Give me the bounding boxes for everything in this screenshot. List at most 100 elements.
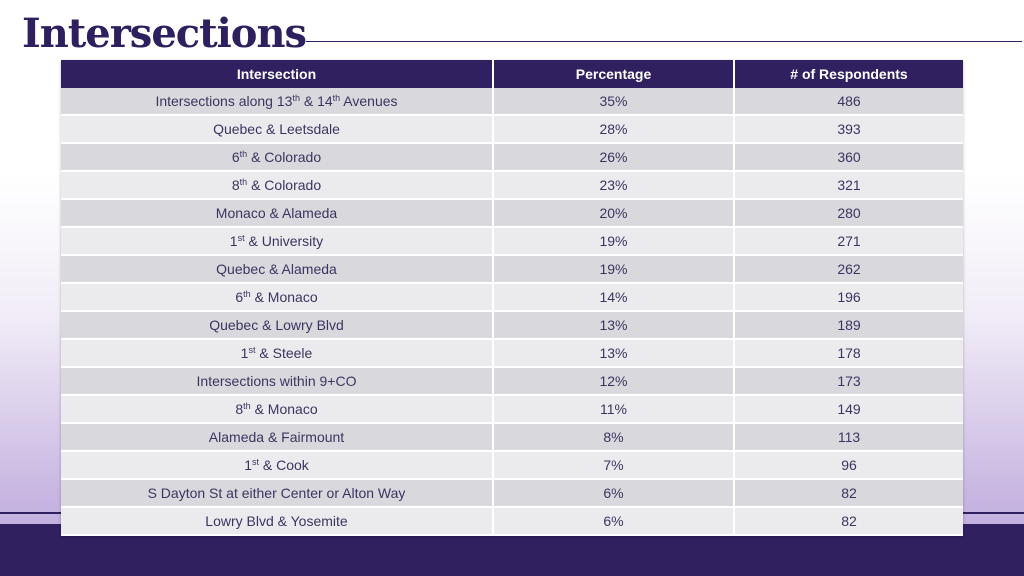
table-row: 1st & Cook 7% 96 xyxy=(61,451,963,480)
table-body: Intersections along 13th & 14th Avenues 3… xyxy=(61,88,963,536)
table-row: 1st & Steele 13% 178 xyxy=(61,339,963,368)
percentage-cell: 11% xyxy=(493,395,735,424)
table-row: 6th & Colorado 26% 360 xyxy=(61,143,963,172)
ordinal-suffix: th xyxy=(239,177,248,187)
table-row: Quebec & Leetsdale 28% 393 xyxy=(61,115,963,144)
intersection-text: Alameda & Fairmount xyxy=(208,429,345,445)
percentage-cell: 23% xyxy=(493,171,735,200)
percentage-cell: 14% xyxy=(493,283,735,312)
intersection-text: 6 xyxy=(231,149,240,165)
respondents-cell: 271 xyxy=(734,227,963,256)
ordinal-suffix: th xyxy=(239,149,248,159)
intersection-cell: Alameda & Fairmount xyxy=(61,423,494,452)
intersection-cell: 6th & Colorado xyxy=(61,143,494,172)
ordinal-suffix: th xyxy=(243,289,251,299)
percentage-cell: 35% xyxy=(493,88,735,116)
table-row: Quebec & Lowry Blvd 13% 189 xyxy=(61,311,963,340)
intersection-text: Quebec & Lowry Blvd xyxy=(209,317,344,333)
intersection-text: 1 xyxy=(240,345,249,361)
intersection-cell: 1st & Cook xyxy=(61,451,494,480)
respondents-cell: 189 xyxy=(734,311,963,340)
intersection-cell: Monaco & Alameda xyxy=(61,199,494,228)
intersections-table: Intersection Percentage # of Respondents… xyxy=(61,60,963,536)
respondents-cell: 262 xyxy=(734,255,963,284)
header-intersection: Intersection xyxy=(61,60,494,88)
intersection-cell: Quebec & Lowry Blvd xyxy=(61,311,494,340)
respondents-cell: 486 xyxy=(734,88,963,116)
percentage-cell: 7% xyxy=(493,451,735,480)
respondents-cell: 82 xyxy=(734,507,963,536)
percentage-cell: 13% xyxy=(493,339,735,368)
table-row: 6th & Monaco 14% 196 xyxy=(61,283,963,312)
respondents-cell: 149 xyxy=(734,395,963,424)
table-header-row: Intersection Percentage # of Respondents xyxy=(61,60,963,88)
percentage-cell: 6% xyxy=(493,507,735,536)
table-row: Lowry Blvd & Yosemite 6% 82 xyxy=(61,507,963,536)
intersection-text: & University xyxy=(244,233,324,249)
intersection-cell: 1st & University xyxy=(61,227,494,256)
table-row: S Dayton St at either Center or Alton Wa… xyxy=(61,479,963,508)
respondents-cell: 96 xyxy=(734,451,963,480)
respondents-cell: 280 xyxy=(734,199,963,228)
table-row: 8th & Monaco 11% 149 xyxy=(61,395,963,424)
intersection-cell: 8th & Monaco xyxy=(61,395,494,424)
percentage-cell: 6% xyxy=(493,479,735,508)
page-title: Intersections xyxy=(22,10,307,57)
intersection-cell: Lowry Blvd & Yosemite xyxy=(61,507,494,536)
percentage-cell: 26% xyxy=(493,143,735,172)
intersection-text: & Monaco xyxy=(250,401,318,417)
respondents-cell: 82 xyxy=(734,479,963,508)
intersection-text: Quebec & Alameda xyxy=(216,261,337,277)
header-percentage: Percentage xyxy=(493,60,735,88)
title-divider xyxy=(306,41,1022,42)
respondents-cell: 173 xyxy=(734,367,963,396)
intersection-text: & Monaco xyxy=(250,289,318,305)
table-row: Alameda & Fairmount 8% 113 xyxy=(61,423,963,452)
table-row: 1st & University 19% 271 xyxy=(61,227,963,256)
intersection-text: & 14 xyxy=(299,93,333,109)
percentage-cell: 19% xyxy=(493,255,735,284)
respondents-cell: 393 xyxy=(734,115,963,144)
intersection-text: 8 xyxy=(235,401,244,417)
percentage-cell: 28% xyxy=(493,115,735,144)
intersection-text: & Steele xyxy=(255,345,313,361)
respondents-cell: 321 xyxy=(734,171,963,200)
respondents-cell: 360 xyxy=(734,143,963,172)
intersection-text: & Colorado xyxy=(247,149,322,165)
table-row: 8th & Colorado 23% 321 xyxy=(61,171,963,200)
intersection-cell: Quebec & Alameda xyxy=(61,255,494,284)
percentage-cell: 19% xyxy=(493,227,735,256)
percentage-cell: 8% xyxy=(493,423,735,452)
intersection-text: Lowry Blvd & Yosemite xyxy=(205,513,348,529)
table-row: Quebec & Alameda 19% 262 xyxy=(61,255,963,284)
intersection-cell: 1st & Steele xyxy=(61,339,494,368)
ordinal-suffix: th xyxy=(332,93,341,103)
table-row: Intersections within 9+CO 12% 173 xyxy=(61,367,963,396)
intersection-text: 1 xyxy=(229,233,238,249)
intersection-text: Quebec & Leetsdale xyxy=(213,121,340,137)
intersection-cell: S Dayton St at either Center or Alton Wa… xyxy=(61,479,494,508)
ordinal-suffix: st xyxy=(248,345,256,355)
table-row: Intersections along 13th & 14th Avenues 3… xyxy=(61,88,963,116)
intersection-text: & Colorado xyxy=(247,177,322,193)
table-row: Monaco & Alameda 20% 280 xyxy=(61,199,963,228)
intersection-text: Intersections along 13 xyxy=(155,93,293,109)
ordinal-suffix: th xyxy=(243,401,251,411)
ordinal-suffix: th xyxy=(292,93,300,103)
intersection-text: 1 xyxy=(244,457,252,473)
intersection-cell: 8th & Colorado xyxy=(61,171,494,200)
respondents-cell: 178 xyxy=(734,339,963,368)
respondents-cell: 196 xyxy=(734,283,963,312)
percentage-cell: 12% xyxy=(493,367,735,396)
ordinal-suffix: st xyxy=(237,233,245,243)
intersection-text: & Cook xyxy=(259,457,309,473)
intersection-cell: 6th & Monaco xyxy=(61,283,494,312)
respondents-cell: 113 xyxy=(734,423,963,452)
intersection-text: Monaco & Alameda xyxy=(215,205,338,221)
intersection-text: 8 xyxy=(231,177,240,193)
percentage-cell: 13% xyxy=(493,311,735,340)
intersection-cell: Intersections within 9+CO xyxy=(61,367,494,396)
intersection-text: Avenues xyxy=(340,93,398,109)
intersection-text: Intersections within 9+CO xyxy=(196,373,357,389)
ordinal-suffix: st xyxy=(251,457,259,467)
